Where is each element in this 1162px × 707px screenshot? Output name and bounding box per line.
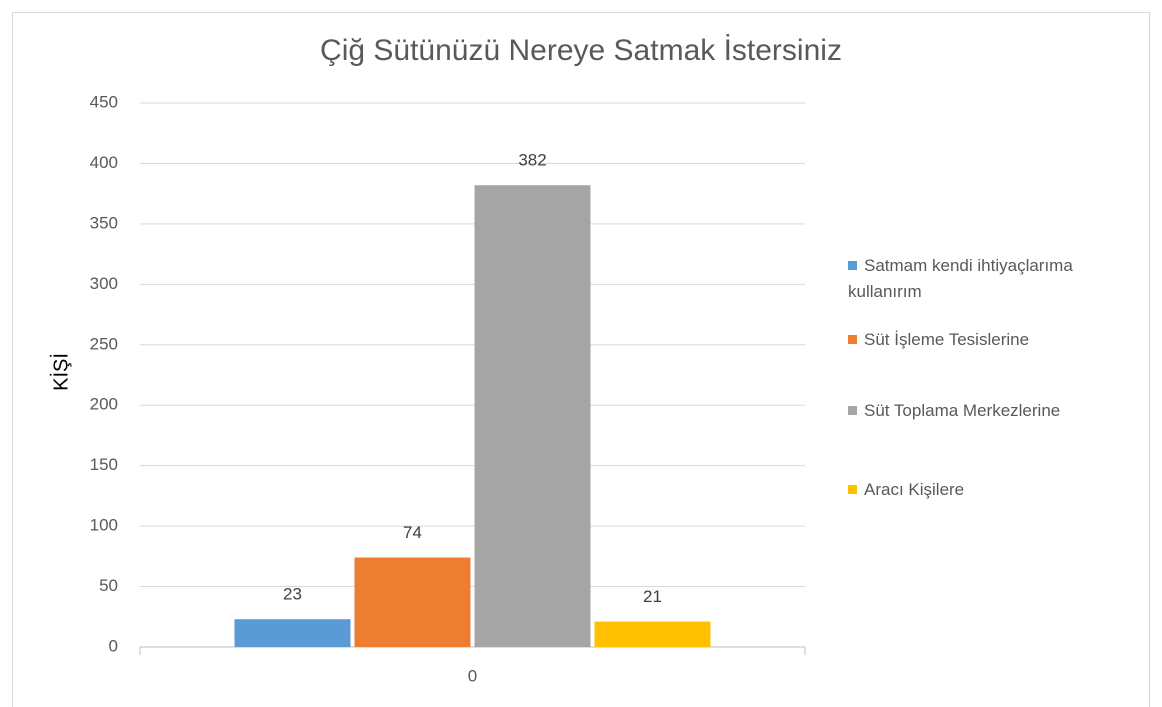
legend-entry: Satmam kendi ihtiyaçlarıma kullanırım [848, 253, 1120, 305]
legend-label: Satmam kendi ihtiyaçlarıma kullanırım [848, 256, 1073, 301]
bar [354, 557, 471, 647]
data-label: 21 [643, 587, 662, 606]
y-tick-label: 50 [99, 576, 118, 595]
legend-entry: Süt Toplama Merkezlerine [848, 398, 1120, 424]
bar [474, 185, 591, 647]
legend-swatch [848, 335, 857, 344]
y-tick-label: 100 [90, 516, 118, 535]
legend-label: Aracı Kişilere [864, 480, 965, 499]
legend-swatch [848, 406, 857, 415]
chart-title: Çiğ Sütünüzü Nereye Satmak İstersiniz [320, 34, 842, 67]
y-tick-label: 300 [90, 274, 118, 293]
data-label: 23 [283, 585, 302, 604]
legend-label: Süt İşleme Tesislerine [864, 330, 1030, 349]
y-tick-label: 200 [90, 395, 118, 414]
x-tick-label: 0 [468, 666, 477, 685]
y-axis-label: KİŞİ [49, 353, 72, 391]
legend-label: Süt Toplama Merkezlerine [864, 401, 1061, 420]
y-tick-label: 0 [109, 636, 118, 655]
y-tick-label: 450 [90, 92, 118, 111]
legend-swatch [848, 485, 857, 494]
legend-entry: Aracı Kişilere [848, 477, 1120, 503]
y-tick-label: 150 [90, 455, 118, 474]
legend-swatch [848, 261, 857, 270]
y-tick-label: 400 [90, 153, 118, 172]
data-label: 382 [518, 151, 546, 170]
y-tick-label: 350 [90, 213, 118, 232]
bar [594, 621, 711, 647]
data-label: 74 [403, 523, 422, 542]
bar [234, 619, 351, 647]
y-tick-label: 250 [90, 334, 118, 353]
legend-entry: Süt İşleme Tesislerine [848, 327, 1120, 353]
